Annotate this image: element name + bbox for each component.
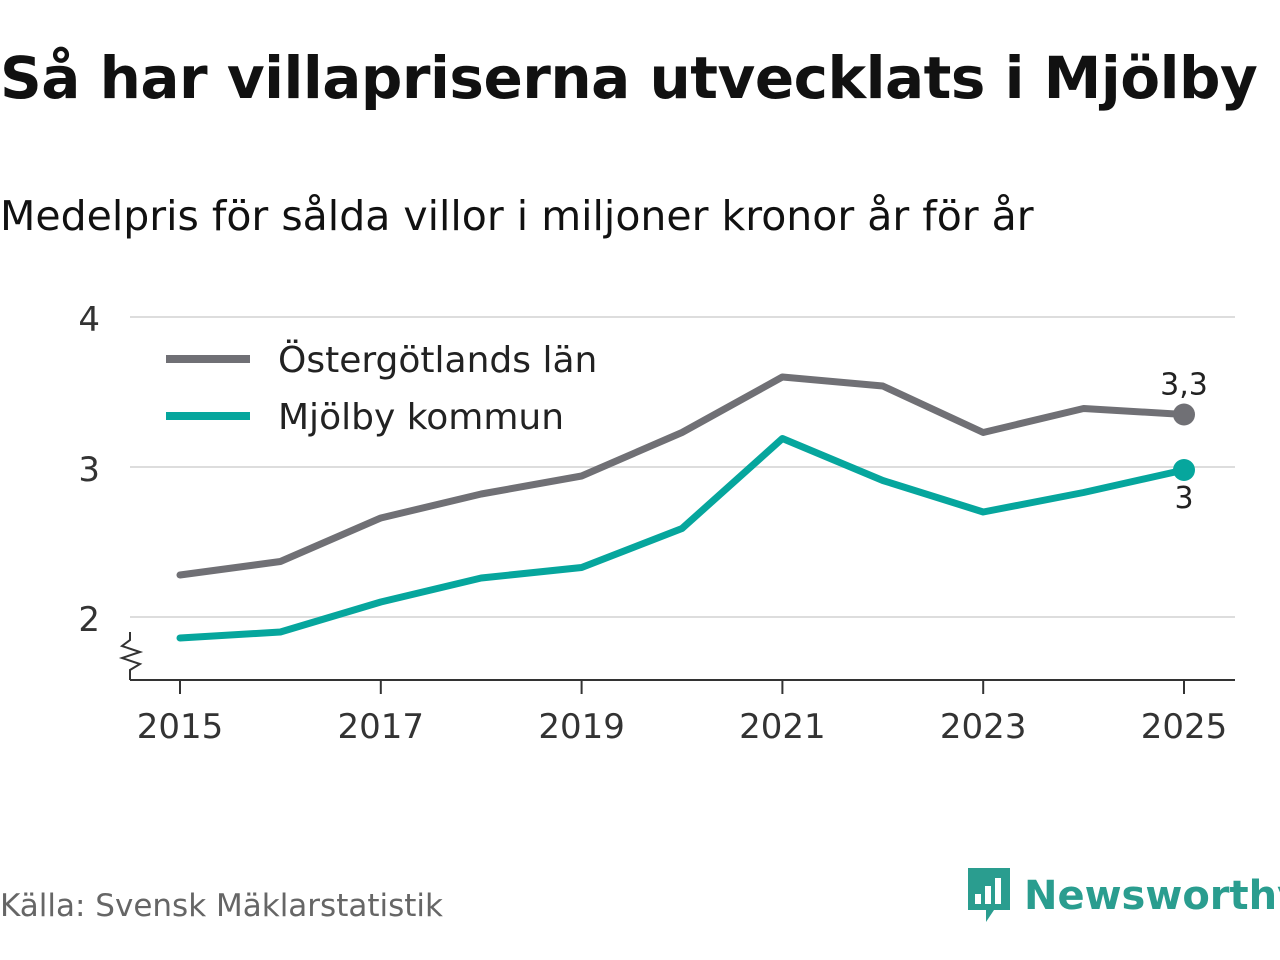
end-value-label: 3,3 xyxy=(1160,368,1208,403)
y-tick-label: 4 xyxy=(78,300,100,340)
legend-label: Mjölby kommun xyxy=(278,397,564,438)
end-point-marker xyxy=(1173,459,1195,481)
x-tick-label: 2015 xyxy=(137,707,224,747)
newsworthy-logo: Newsworthy xyxy=(964,866,1280,926)
axis-break-mark xyxy=(118,632,144,680)
y-tick-label: 2 xyxy=(78,600,100,640)
source-note: Källa: Svensk Mäklarstatistik xyxy=(0,888,443,924)
y-tick-label: 3 xyxy=(78,450,100,490)
x-tick-label: 2023 xyxy=(940,707,1027,747)
chart-title: Så har villapriserna utvecklats i Mjölby xyxy=(0,44,1258,112)
end-point-marker xyxy=(1173,403,1195,426)
x-tick-label: 2019 xyxy=(538,707,625,747)
newsworthy-logo-icon xyxy=(968,868,1010,922)
x-tick-label: 2021 xyxy=(739,707,826,747)
brand-name: Newsworthy xyxy=(1024,873,1280,919)
x-tick-label: 2025 xyxy=(1141,707,1228,747)
x-tick-label: 2017 xyxy=(338,707,425,747)
series-line-1 xyxy=(176,435,1188,642)
series-line-0 xyxy=(176,373,1188,579)
legend-label: Östergötlands län xyxy=(278,339,597,381)
end-value-label: 3 xyxy=(1174,481,1193,516)
chart-subtitle: Medelpris för sålda villor i miljoner kr… xyxy=(0,192,1034,240)
